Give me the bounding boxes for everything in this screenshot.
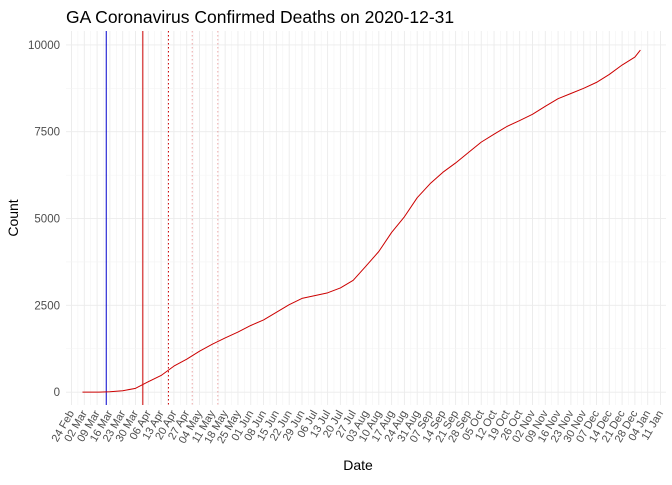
x-axis-label: Date — [343, 457, 373, 473]
y-axis-ticks: 0 2500 5000 7500 10000 — [28, 40, 60, 399]
y-axis-label: Count — [5, 199, 21, 236]
y-tick-label: 5000 — [34, 214, 60, 226]
y-tick-label: 0 — [54, 387, 60, 399]
reference-lines — [105, 31, 219, 405]
chart-title: GA Coronavirus Confirmed Deaths on 2020-… — [66, 7, 454, 27]
series-line — [82, 49, 641, 393]
series-layer — [82, 49, 641, 393]
grid — [66, 31, 666, 405]
y-tick-label: 10000 — [28, 40, 60, 52]
y-tick-label: 7500 — [34, 127, 60, 139]
y-tick-label: 2500 — [34, 300, 60, 312]
